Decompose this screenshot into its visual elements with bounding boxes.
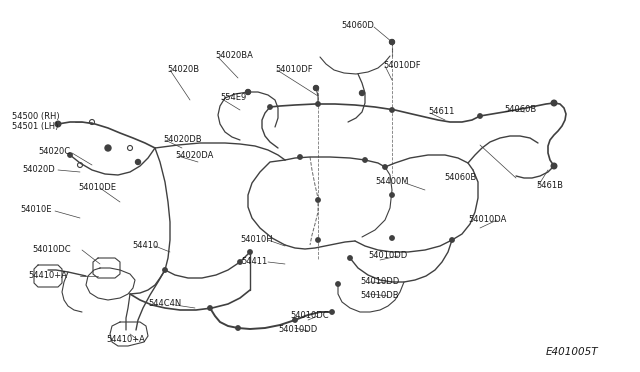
Circle shape	[363, 158, 367, 162]
Circle shape	[551, 100, 557, 106]
Circle shape	[390, 108, 394, 112]
Text: 54020D: 54020D	[22, 164, 55, 173]
Text: 54060B: 54060B	[504, 105, 536, 113]
Text: 54010DA: 54010DA	[468, 215, 506, 224]
Circle shape	[163, 268, 167, 272]
Text: 54611: 54611	[428, 108, 454, 116]
Circle shape	[330, 310, 334, 314]
Text: E401005T: E401005T	[545, 347, 598, 357]
Text: 54010DD: 54010DD	[360, 278, 399, 286]
Text: 54400M: 54400M	[375, 177, 408, 186]
Circle shape	[68, 153, 72, 157]
Text: 54020DA: 54020DA	[175, 151, 213, 160]
Text: 54010DE: 54010DE	[78, 183, 116, 192]
Circle shape	[390, 40, 394, 44]
Circle shape	[552, 101, 556, 105]
Text: 54501 (LH): 54501 (LH)	[12, 122, 58, 131]
Circle shape	[208, 306, 212, 310]
Text: 54060B: 54060B	[444, 173, 476, 182]
Circle shape	[314, 86, 319, 90]
Circle shape	[478, 114, 482, 118]
Circle shape	[238, 260, 242, 264]
Text: 54500 (RH): 54500 (RH)	[12, 112, 60, 122]
Circle shape	[390, 236, 394, 240]
Text: 544C4N: 544C4N	[148, 299, 181, 308]
Circle shape	[136, 160, 141, 164]
Circle shape	[360, 90, 365, 96]
Text: 5461B: 5461B	[536, 180, 563, 189]
Text: 54410: 54410	[132, 241, 158, 250]
Circle shape	[316, 238, 320, 242]
Circle shape	[450, 238, 454, 242]
Text: 54410+A: 54410+A	[28, 270, 67, 279]
Text: 54010E: 54010E	[20, 205, 51, 215]
Text: 54060D: 54060D	[341, 22, 374, 31]
Circle shape	[336, 282, 340, 286]
Text: 54010DD: 54010DD	[368, 250, 407, 260]
Circle shape	[298, 155, 302, 159]
Circle shape	[236, 326, 240, 330]
Circle shape	[268, 105, 272, 109]
Circle shape	[246, 90, 250, 94]
Circle shape	[105, 145, 111, 151]
Circle shape	[383, 165, 387, 169]
Circle shape	[248, 250, 252, 254]
Text: 54010DC: 54010DC	[290, 311, 328, 320]
Text: 54010DB: 54010DB	[360, 291, 399, 299]
Text: 54410+A: 54410+A	[106, 334, 145, 343]
Text: 54020DB: 54020DB	[163, 135, 202, 144]
Circle shape	[293, 318, 297, 322]
Text: 54010DF: 54010DF	[275, 64, 312, 74]
Circle shape	[552, 164, 556, 168]
Circle shape	[246, 90, 250, 94]
Text: 54010DC: 54010DC	[32, 246, 70, 254]
Text: 54020C: 54020C	[38, 148, 70, 157]
Text: 54010DF: 54010DF	[383, 61, 420, 70]
Text: 54411: 54411	[241, 257, 268, 266]
Circle shape	[316, 102, 320, 106]
Circle shape	[316, 198, 320, 202]
Text: 54010H: 54010H	[240, 234, 273, 244]
Circle shape	[551, 163, 557, 169]
Text: 54010DD: 54010DD	[278, 326, 317, 334]
Text: 54020B: 54020B	[167, 64, 199, 74]
Circle shape	[314, 86, 318, 90]
Text: 54020BA: 54020BA	[215, 51, 253, 61]
Circle shape	[390, 39, 394, 45]
Circle shape	[348, 256, 352, 260]
Circle shape	[55, 121, 61, 127]
Text: 554E9: 554E9	[220, 93, 246, 103]
Circle shape	[390, 193, 394, 197]
